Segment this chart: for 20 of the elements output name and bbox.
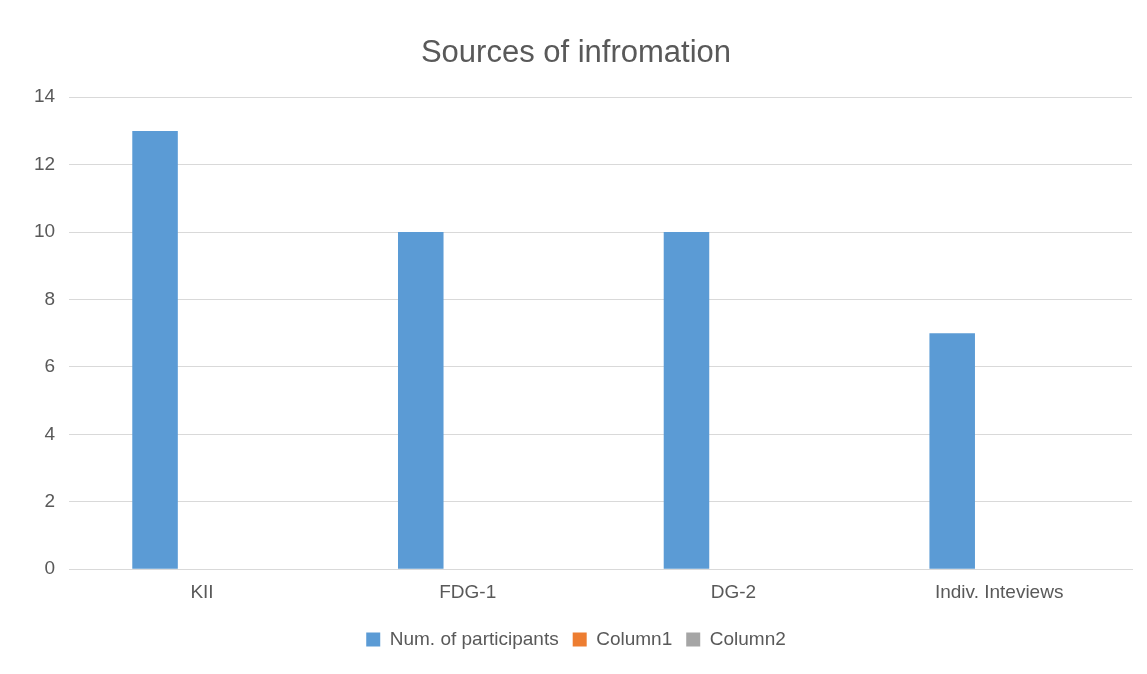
legend-label: Column2 xyxy=(709,627,786,649)
y-tick-label: 10 xyxy=(33,220,56,242)
bar xyxy=(929,333,975,569)
x-tick-label: FDG-1 xyxy=(439,580,497,602)
legend-label: Column1 xyxy=(596,627,673,649)
y-tick-label: 6 xyxy=(44,355,56,377)
y-tick-label: 0 xyxy=(44,557,56,579)
x-tick-label: DG-2 xyxy=(710,580,757,602)
bar xyxy=(132,130,178,569)
x-tick-label: KII xyxy=(190,580,214,602)
y-tick-label: 12 xyxy=(33,152,56,174)
bar xyxy=(398,232,444,569)
y-tick-label: 2 xyxy=(44,490,56,512)
chart-title: Sources of infromation xyxy=(420,34,732,70)
y-tick-label: 4 xyxy=(44,422,56,444)
legend-label: Num. of participants xyxy=(389,627,559,649)
bar xyxy=(663,232,710,569)
y-tick-label: 14 xyxy=(33,85,56,107)
x-tick-label: Indiv. Inteviews xyxy=(934,580,1064,602)
y-tick-label: 8 xyxy=(44,287,56,309)
